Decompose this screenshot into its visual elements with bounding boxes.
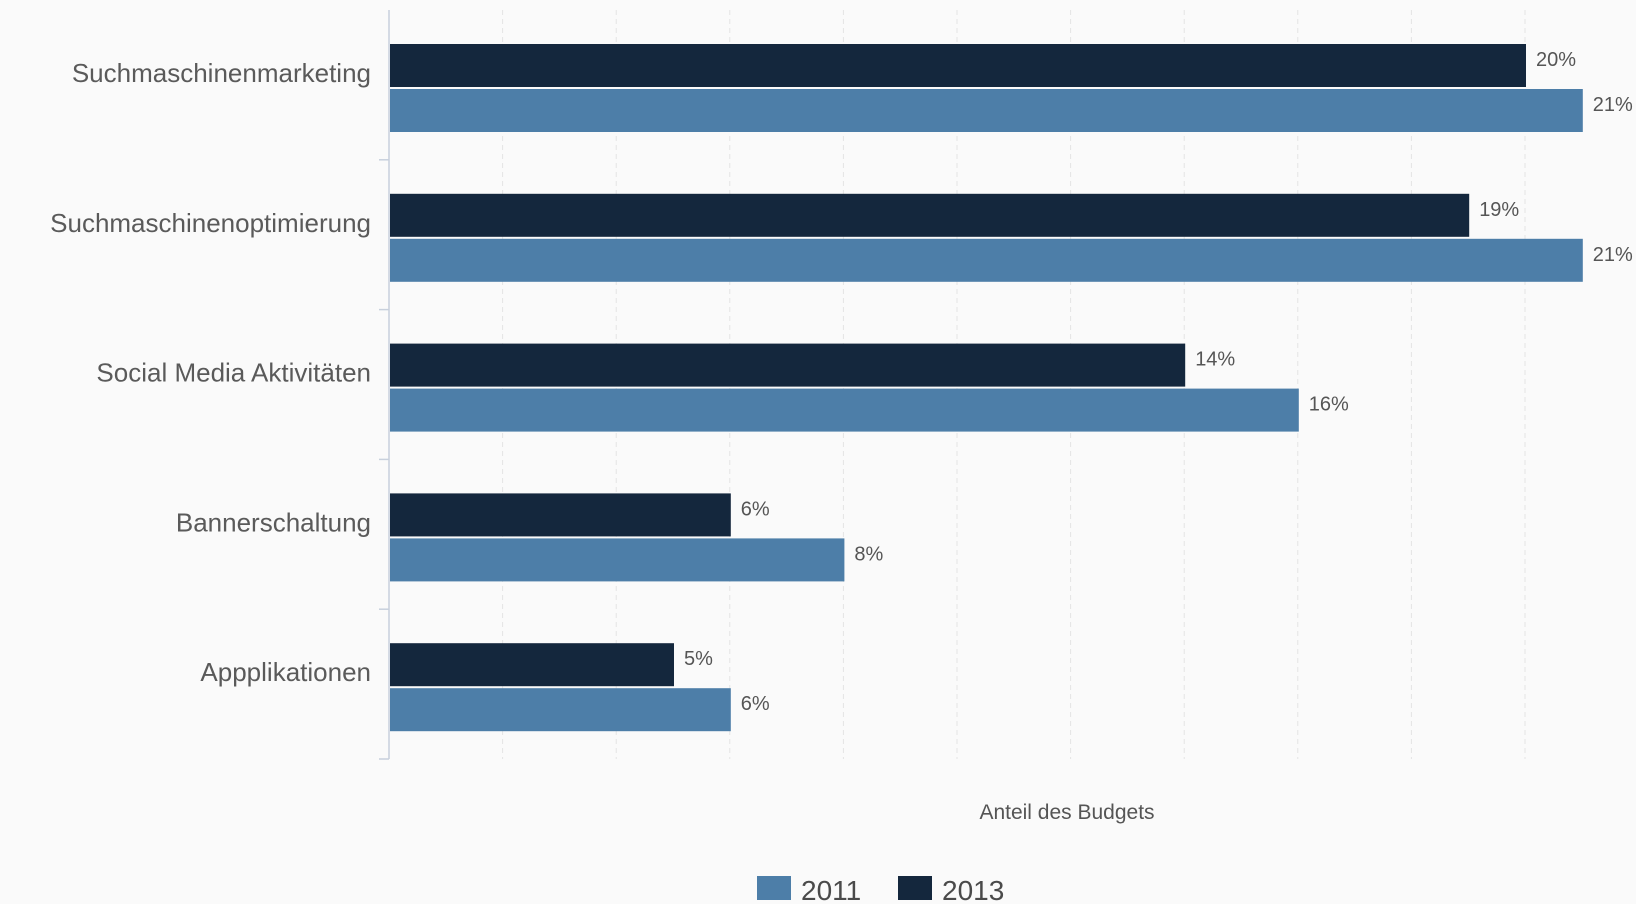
- value-label: 21%: [1593, 94, 1633, 116]
- category-labels: Suchmaschinenmarketing Suchmaschinenoptim…: [50, 58, 371, 687]
- bar-2011: [390, 688, 731, 732]
- value-label: 14%: [1195, 349, 1235, 371]
- legend-label: 2013: [942, 875, 1004, 904]
- bar-2013: [390, 193, 1470, 237]
- value-label: 20%: [1536, 49, 1576, 71]
- value-labels: 20% 19% 14% 6% 5% 21% 21% 16% 8% 6%: [684, 49, 1633, 715]
- legend-swatch: [898, 876, 932, 900]
- category-label: Suchmaschinenoptimierung: [50, 208, 371, 238]
- bar-2013: [390, 643, 674, 687]
- bar-2011: [390, 388, 1299, 432]
- value-label: 5%: [684, 648, 713, 670]
- value-label: 16%: [1309, 394, 1349, 416]
- grid-lines: [502, 10, 1526, 759]
- value-label: 8%: [854, 543, 883, 565]
- category-label: Appplikationen: [200, 657, 371, 687]
- bars: [390, 44, 1583, 732]
- category-label: Social Media Aktivitäten: [96, 358, 371, 388]
- value-label: 6%: [741, 498, 770, 520]
- value-label: 21%: [1593, 244, 1633, 266]
- bar-2011: [390, 89, 1583, 132]
- legend-label: 2011: [801, 875, 861, 904]
- bar-2011: [390, 538, 845, 582]
- bar-2013: [390, 44, 1526, 87]
- legend-swatch: [757, 876, 791, 900]
- value-label: 6%: [741, 693, 770, 715]
- bar-2011: [390, 238, 1583, 282]
- x-axis-title: Anteil des Budgets: [979, 801, 1154, 824]
- value-label: 19%: [1479, 199, 1519, 221]
- category-label: Suchmaschinenmarketing: [72, 58, 371, 88]
- category-label: Bannerschaltung: [176, 507, 371, 537]
- bar-2013: [390, 493, 731, 537]
- bar-2013: [390, 343, 1186, 387]
- y-axis: [379, 10, 390, 760]
- legend: 2011 2013: [757, 875, 1004, 904]
